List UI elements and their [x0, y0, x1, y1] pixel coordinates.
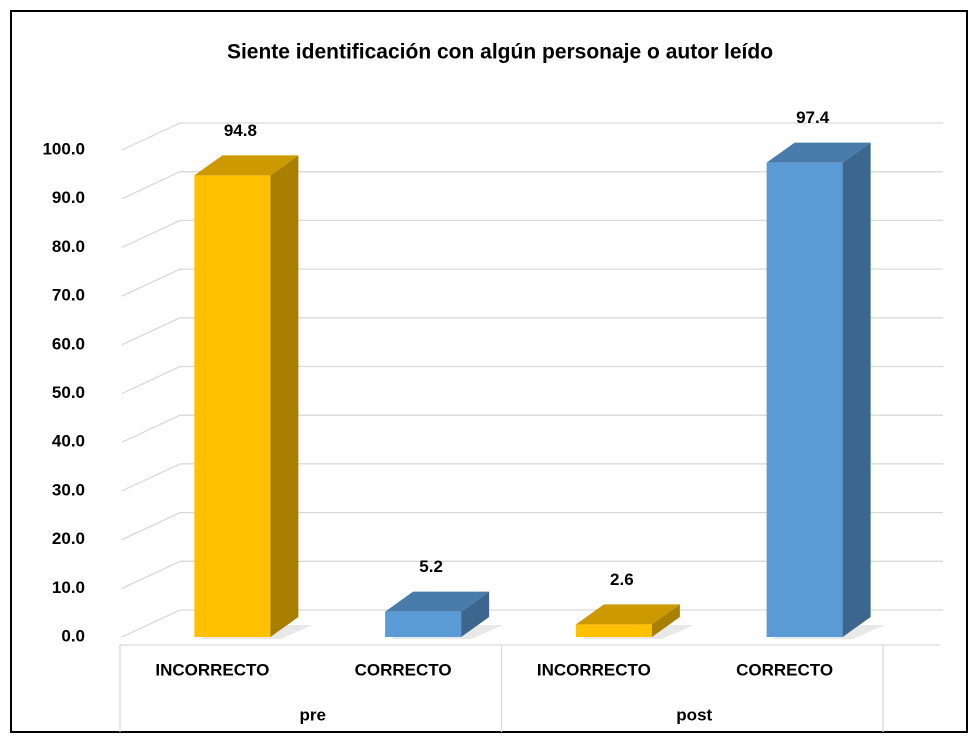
data-label: 97.4: [796, 108, 830, 127]
y-tick-label: 50.0: [52, 383, 85, 402]
y-tick-label: 60.0: [52, 334, 85, 353]
bar: [766, 162, 843, 638]
grid-line: [121, 317, 943, 346]
y-tick-label: 90.0: [52, 188, 85, 207]
bar: [194, 175, 271, 637]
data-label: 5.2: [419, 557, 443, 576]
grid-line: [121, 414, 943, 443]
bar-top: [575, 604, 680, 625]
bar-side: [651, 604, 680, 637]
y-tick-label: 30.0: [52, 480, 85, 499]
y-tick-label: 70.0: [52, 286, 85, 305]
grid-line: [121, 511, 943, 541]
group-label: post: [676, 705, 712, 724]
data-label: 94.8: [224, 121, 257, 140]
grid-line: [121, 122, 943, 151]
y-tick-label: 80.0: [52, 237, 85, 256]
x-tick-label: CORRECTO: [736, 660, 833, 679]
grid-line: [121, 463, 943, 492]
data-label: 2.6: [610, 570, 634, 589]
y-tick-label: 100.0: [42, 139, 85, 158]
x-tick-label: CORRECTO: [355, 660, 452, 679]
bar: [385, 611, 462, 637]
grid-line: [121, 560, 943, 589]
chart-title: Siente identificación con algún personaj…: [227, 41, 773, 64]
grid-line: [121, 609, 943, 638]
bar-side: [842, 142, 871, 638]
bar-top: [385, 591, 490, 612]
x-tick-label: INCORRECTO: [537, 660, 651, 679]
bar-top: [766, 142, 871, 163]
y-tick-label: 20.0: [52, 529, 85, 548]
bar-side: [461, 591, 490, 637]
grid-line: [121, 219, 943, 248]
group-label: pre: [300, 705, 326, 724]
bar: [575, 624, 652, 637]
grid-line: [121, 365, 943, 395]
bar-side: [270, 155, 299, 637]
grid-line: [121, 268, 943, 297]
grid-line: [121, 171, 943, 200]
x-tick-label: INCORRECTO: [155, 660, 269, 679]
y-tick-label: 0.0: [61, 626, 85, 645]
bar-top: [194, 155, 299, 176]
y-tick-label: 40.0: [52, 432, 85, 451]
y-tick-label: 10.0: [52, 578, 85, 597]
